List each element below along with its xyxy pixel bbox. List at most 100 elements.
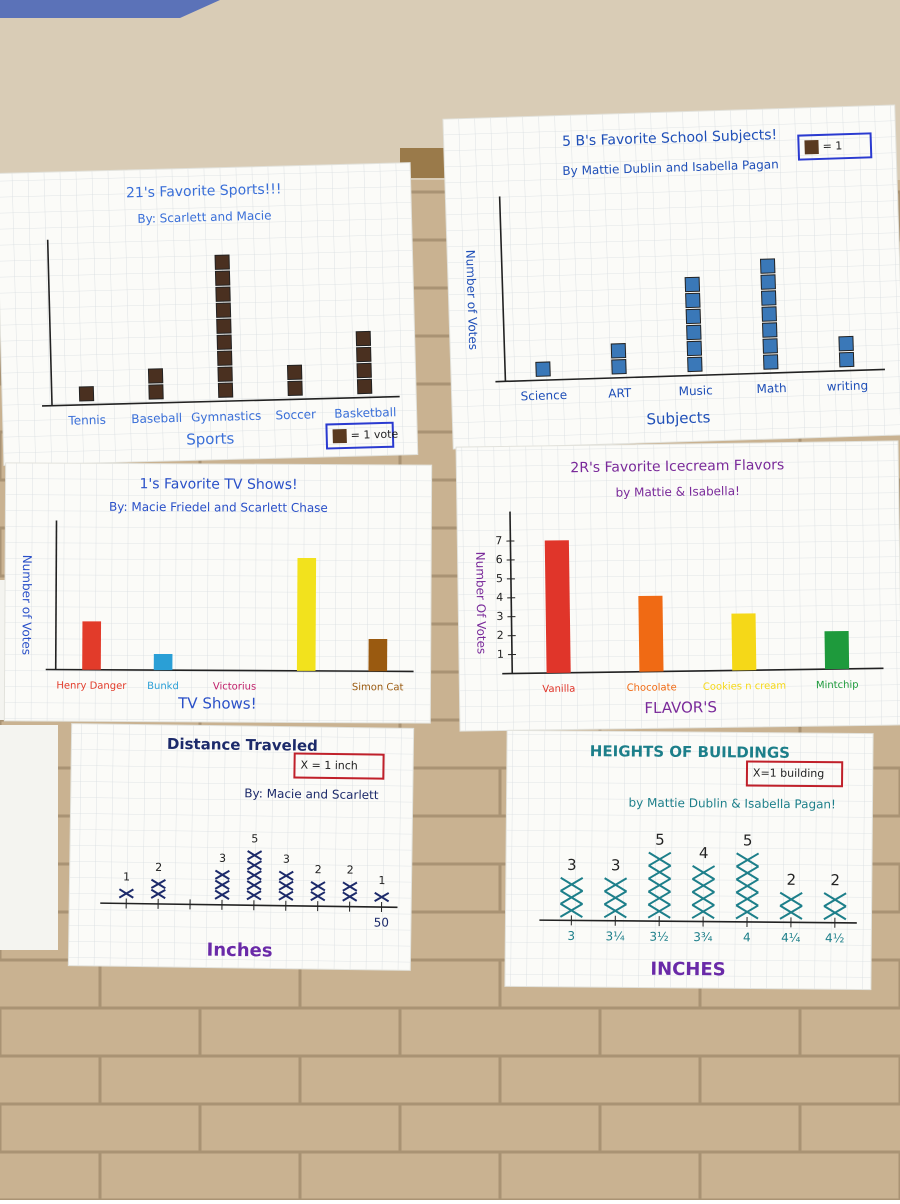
x-tick-label: Soccer: [275, 407, 316, 422]
vote-icon: [685, 277, 699, 291]
x-tick-label: Gymnastics: [191, 409, 262, 425]
y-tick-label: 1: [497, 648, 504, 661]
x-tick-label: ART: [608, 386, 632, 401]
vote-icon: [761, 275, 775, 289]
count-label: 2: [347, 864, 354, 877]
x-tick-label: 3¾: [693, 930, 713, 944]
poster: 1's Favorite TV Shows! By: Macie Friedel …: [4, 463, 431, 723]
poster-subtitle: By: Macie Friedel and Scarlett Chase: [109, 500, 328, 515]
poster-subtitle: by Mattie Dublin & Isabella Pagan!: [629, 796, 836, 812]
vote-icon: [839, 336, 853, 350]
y-axis: [56, 521, 57, 670]
legend-text: = 1: [822, 139, 842, 153]
x-tick-label: Henry Danger: [56, 681, 127, 692]
y-tick-label: 7: [495, 534, 502, 547]
count-label: 2: [830, 871, 840, 889]
poster: 21's Favorite Sports!!!By: Scarlett and …: [0, 163, 418, 466]
count-label: 1: [123, 870, 130, 883]
vote-icon: [148, 369, 162, 383]
x-axis-label: FLAVOR'S: [644, 698, 717, 717]
x-axis-label: INCHES: [650, 959, 725, 981]
legend-text: X=1 building: [753, 767, 824, 781]
count-label: 4: [699, 844, 709, 862]
y-axis-label: Number Of Votes: [473, 552, 488, 655]
vote-icon: [218, 351, 232, 365]
vote-icon: [357, 347, 371, 361]
x-tick-label: Math: [756, 381, 786, 396]
legend-icon: [333, 429, 347, 443]
poster-title: 2R's Favorite Icecream Flavors: [570, 457, 784, 476]
y-tick-label: 4: [496, 591, 503, 604]
bar: [638, 596, 663, 672]
x-tick-label: Victorius: [213, 681, 256, 692]
poster-title: Distance Traveled: [167, 735, 318, 755]
count-label: 3: [611, 856, 621, 874]
vote-icon: [686, 309, 700, 323]
vote-icon: [686, 293, 700, 307]
x-tick-label: Tennis: [67, 413, 106, 428]
vote-icon: [839, 352, 853, 366]
poster-subtitle: By: Macie and Scarlett: [244, 786, 379, 802]
vote-icon: [218, 367, 232, 381]
y-tick-label: 2: [497, 629, 504, 642]
x-tick-label: 4½: [825, 931, 844, 945]
x-axis-label: TV Shows!: [177, 694, 257, 712]
vote-icon: [762, 291, 776, 305]
x-tick-label: Cookies n cream: [703, 681, 786, 693]
poster-subtitle: by Mattie & Isabella!: [615, 484, 740, 500]
count-label: 5: [743, 831, 753, 849]
legend-icon: [804, 140, 818, 154]
legend-text: X = 1 inch: [300, 759, 357, 773]
vote-icon: [762, 307, 776, 321]
y-tick-label: 6: [496, 553, 503, 566]
poster-title: 1's Favorite TV Shows!: [139, 476, 297, 493]
poster-edge: [0, 725, 58, 950]
poster-paper: [443, 105, 900, 449]
vote-icon: [288, 381, 302, 395]
x-axis-label: Subjects: [646, 408, 711, 428]
vote-icon: [536, 362, 550, 376]
x-tick-label: Basketball: [334, 405, 396, 421]
poster-title: HEIGHTS OF BUILDINGS: [590, 742, 790, 762]
x-tick-label: 50: [374, 915, 389, 929]
count-label: 2: [786, 871, 796, 889]
vote-icon: [287, 365, 301, 379]
x-axis-label: Inches: [206, 940, 272, 962]
vote-icon: [764, 355, 778, 369]
vote-icon: [611, 344, 625, 358]
vote-icon: [357, 379, 371, 393]
vote-icon: [217, 335, 231, 349]
vote-icon: [356, 331, 370, 345]
poster: Distance Traveled By: Macie and Scarlett I…: [68, 724, 413, 971]
poster: HEIGHTS OF BUILDINGS by Mattie Dublin & I…: [505, 730, 873, 989]
vote-icon: [215, 255, 229, 269]
x-tick-label: 4¼: [781, 931, 801, 945]
count-label: 2: [315, 863, 322, 876]
x-tick-label: Baseball: [131, 411, 182, 426]
vote-icon: [687, 325, 701, 339]
legend-text: = 1 vote: [351, 428, 399, 442]
x-tick-label: Mintchip: [816, 680, 859, 692]
poster-paper: [68, 724, 413, 971]
y-tick-label: 3: [496, 610, 503, 623]
bar: [731, 613, 756, 670]
count-label: 3: [219, 852, 226, 865]
bar: [154, 654, 173, 670]
poster: 5 B's Favorite School Subjects!By Mattie…: [443, 105, 900, 449]
count-label: 3: [567, 856, 577, 874]
vote-icon: [218, 383, 232, 397]
x-tick-label: 3: [567, 929, 575, 943]
vote-icon: [215, 271, 229, 285]
vote-icon: [612, 360, 626, 374]
vote-icon: [357, 363, 371, 377]
y-tick-label: 5: [496, 572, 503, 585]
vote-icon: [688, 357, 702, 371]
vote-icon: [761, 259, 775, 273]
vote-icon: [149, 385, 163, 399]
x-tick-label: Music: [678, 383, 713, 398]
y-axis-label: Number of Votes: [19, 555, 34, 655]
count-label: 3: [283, 853, 290, 866]
x-tick-label: Science: [520, 388, 567, 403]
